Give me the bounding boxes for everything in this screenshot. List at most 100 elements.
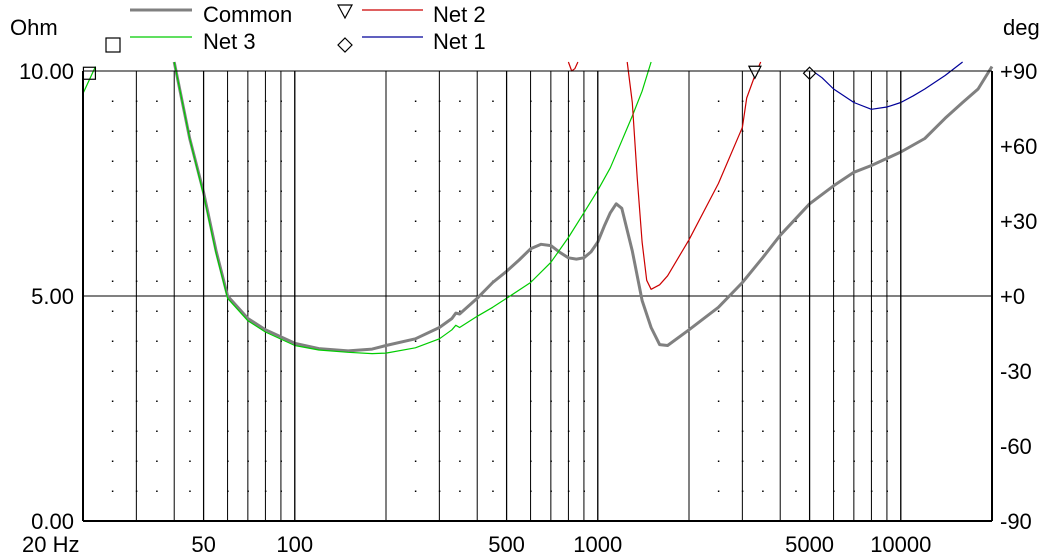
grid-dot: [280, 460, 282, 462]
grid-dot: [438, 220, 441, 222]
grid-dot: [717, 280, 720, 282]
grid-dot: [189, 430, 191, 432]
y-right-label: deg: [1003, 15, 1040, 40]
y-left-tick-label: 10.00: [19, 59, 74, 84]
grid-dot: [795, 130, 797, 132]
grid-dot: [189, 280, 191, 282]
legend-item-net-3: Net 3: [105, 29, 256, 54]
grid-dot: [741, 400, 744, 402]
grid-dot: [459, 310, 461, 312]
grid-dot: [264, 490, 267, 492]
grid-dot: [280, 280, 282, 282]
grid: [83, 71, 992, 521]
grid-dot: [135, 340, 138, 342]
grid-dot: [111, 160, 114, 162]
grid-dot: [550, 100, 552, 102]
grid-dot: [135, 130, 138, 132]
grid-dot: [870, 280, 873, 282]
grid-dot: [247, 280, 249, 282]
grid-dot: [280, 370, 282, 372]
grid-dot: [438, 130, 441, 132]
grid-dot: [530, 370, 532, 372]
grid-dot: [247, 430, 249, 432]
grid-dot: [111, 460, 114, 462]
grid-dot: [135, 460, 138, 462]
grid-dot: [280, 100, 282, 102]
grid-dot: [414, 460, 417, 462]
grid-dot: [795, 370, 797, 372]
series-line-net-2: [626, 61, 762, 290]
grid-dot: [280, 130, 282, 132]
grid-dot: [111, 250, 114, 252]
grid-dot: [414, 190, 417, 192]
grid-dot: [189, 250, 191, 252]
y-right-tick-label: -90: [1000, 509, 1032, 534]
grid-dot: [459, 220, 461, 222]
grid-dot: [492, 460, 494, 462]
grid-dot: [741, 340, 744, 342]
grid-dot: [853, 250, 855, 252]
grid-dot: [111, 310, 114, 312]
grid-dot: [870, 370, 873, 372]
grid-dot: [741, 220, 744, 222]
grid-dot: [741, 100, 744, 102]
grid-dot: [886, 430, 888, 432]
grid-dot: [853, 280, 855, 282]
grid-dot: [227, 160, 229, 162]
grid-dot: [280, 490, 282, 492]
grid-dot: [833, 130, 835, 132]
grid-dot: [438, 190, 441, 192]
grid-dot: [762, 100, 764, 102]
grid-dot: [247, 340, 249, 342]
grid-dot: [111, 130, 114, 132]
grid-dot: [156, 160, 158, 162]
grid-dot: [414, 310, 417, 312]
y-right-tick-label: +0: [1000, 284, 1025, 309]
grid-dot: [853, 490, 855, 492]
grid-dot: [492, 400, 494, 402]
grid-dot: [459, 370, 461, 372]
x-tick-label: 20 Hz: [22, 532, 79, 557]
grid-dot: [135, 100, 138, 102]
grid-dot: [189, 130, 191, 132]
grid-dot: [567, 100, 570, 102]
grid-dot: [870, 340, 873, 342]
grid-dot: [264, 160, 267, 162]
grid-dot: [583, 490, 585, 492]
grid-dot: [135, 430, 138, 432]
grid-dot: [762, 460, 764, 462]
grid-dot: [886, 400, 888, 402]
grid-dot: [530, 250, 532, 252]
grid-dot: [492, 430, 494, 432]
grid-dot: [762, 430, 764, 432]
grid-dot: [583, 370, 585, 372]
grid-dot: [583, 400, 585, 402]
grid-dot: [111, 190, 114, 192]
grid-dot: [741, 160, 744, 162]
grid-dot: [189, 220, 191, 222]
grid-dot: [492, 220, 494, 222]
grid-dot: [762, 220, 764, 222]
y-right-tick-label: -30: [1000, 359, 1032, 384]
grid-dot: [492, 370, 494, 372]
grid-dot: [280, 220, 282, 222]
grid-dot: [156, 310, 158, 312]
grid-dot: [264, 130, 267, 132]
grid-dot: [264, 310, 267, 312]
grid-dot: [567, 430, 570, 432]
grid-dot: [189, 160, 191, 162]
grid-dot: [189, 310, 191, 312]
grid-dot: [550, 400, 552, 402]
grid-dot: [583, 130, 585, 132]
grid-dot: [717, 490, 720, 492]
grid-dot: [247, 160, 249, 162]
grid-dot: [135, 250, 138, 252]
marker-net-2: [747, 65, 762, 80]
grid-dot: [247, 190, 249, 192]
grid-dot: [459, 400, 461, 402]
grid-dot: [717, 400, 720, 402]
grid-dot: [414, 430, 417, 432]
grid-dot: [530, 220, 532, 222]
grid-dot: [492, 250, 494, 252]
grid-dot: [414, 100, 417, 102]
